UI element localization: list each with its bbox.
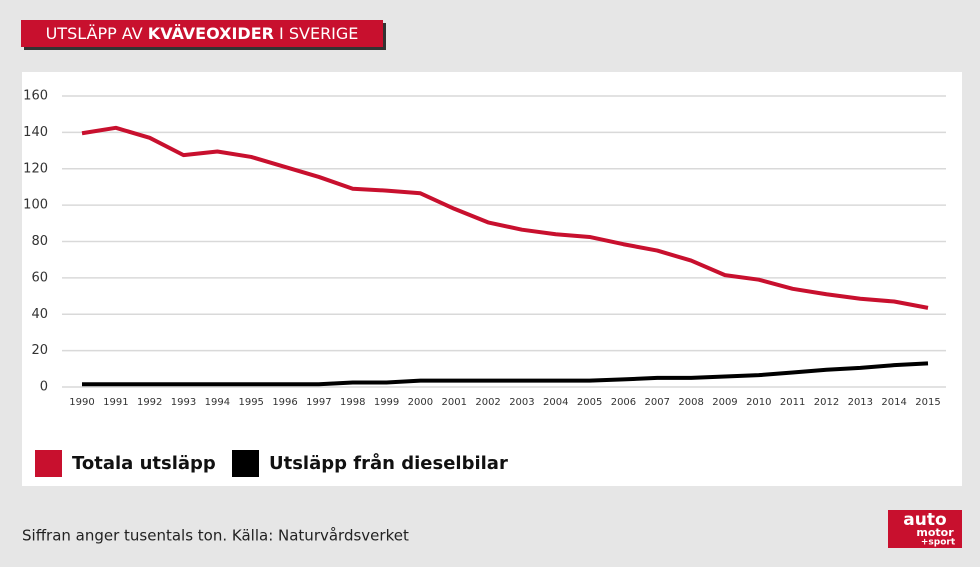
x-tick-label: 1995 — [238, 397, 263, 408]
logo-text: +sport — [921, 538, 956, 548]
title-part: I SVERIGE — [279, 24, 358, 43]
title-box — [21, 20, 383, 47]
y-tick-label: 40 — [31, 307, 48, 322]
title-part: UTSLÄPP AV — [46, 24, 143, 43]
x-tick-label: 1999 — [374, 397, 399, 408]
x-tick-label: 2002 — [475, 397, 500, 408]
x-tick-label: 1996 — [272, 397, 297, 408]
y-tick-label: 0 — [40, 380, 48, 395]
x-tick-label: 2008 — [678, 397, 703, 408]
y-tick-label: 60 — [31, 270, 48, 285]
series-line — [81, 125, 929, 310]
x-tick-label: 2007 — [645, 397, 670, 408]
footnote: Siffran anger tusentals ton. Källa: Natu… — [22, 527, 409, 545]
y-tick-label: 80 — [31, 234, 48, 249]
x-tick-label: 2009 — [712, 397, 737, 408]
x-tick-label: 1994 — [205, 397, 230, 408]
x-tick-label: 2010 — [746, 397, 771, 408]
x-tick-label: 2015 — [915, 397, 940, 408]
x-tick-label: 2014 — [881, 397, 906, 408]
legend-label: Utsläpp från dieselbilar — [269, 452, 508, 474]
x-tick-label: 1997 — [306, 397, 331, 408]
logo-text: motor — [916, 526, 954, 539]
y-tick-label: 140 — [23, 125, 48, 140]
chart-title: UTSLÄPP AV KVÄVEOXIDER I SVERIGE — [46, 24, 359, 43]
y-tick-label: 20 — [31, 343, 48, 358]
series-line — [82, 361, 929, 387]
legend-swatch — [35, 450, 62, 477]
y-tick-label: 160 — [23, 89, 48, 104]
x-tick-label: 2012 — [814, 397, 839, 408]
x-tick-label: 2006 — [611, 397, 636, 408]
plot-panel — [22, 72, 962, 486]
x-tick-label: 2004 — [543, 397, 568, 408]
logo-text: auto — [903, 510, 946, 530]
x-tick-label: 2003 — [509, 397, 534, 408]
x-tick-label: 1993 — [171, 397, 196, 408]
x-tick-label: 2000 — [408, 397, 433, 408]
x-tick-label: 1991 — [103, 397, 128, 408]
x-tick-label: 2013 — [848, 397, 873, 408]
y-tick-label: 120 — [23, 161, 48, 176]
x-tick-label: 1992 — [137, 397, 162, 408]
x-tick-label: 2005 — [577, 397, 602, 408]
y-tick-label: 100 — [23, 198, 48, 213]
x-tick-label: 2011 — [780, 397, 805, 408]
legend-label: Totala utsläpp — [72, 453, 216, 474]
title-part: KVÄVEOXIDER — [148, 24, 274, 43]
logo — [888, 510, 962, 548]
legend-swatch — [232, 450, 259, 477]
x-tick-label: 1990 — [69, 397, 94, 408]
x-tick-label: 2001 — [442, 397, 467, 408]
x-tick-label: 1998 — [340, 397, 365, 408]
